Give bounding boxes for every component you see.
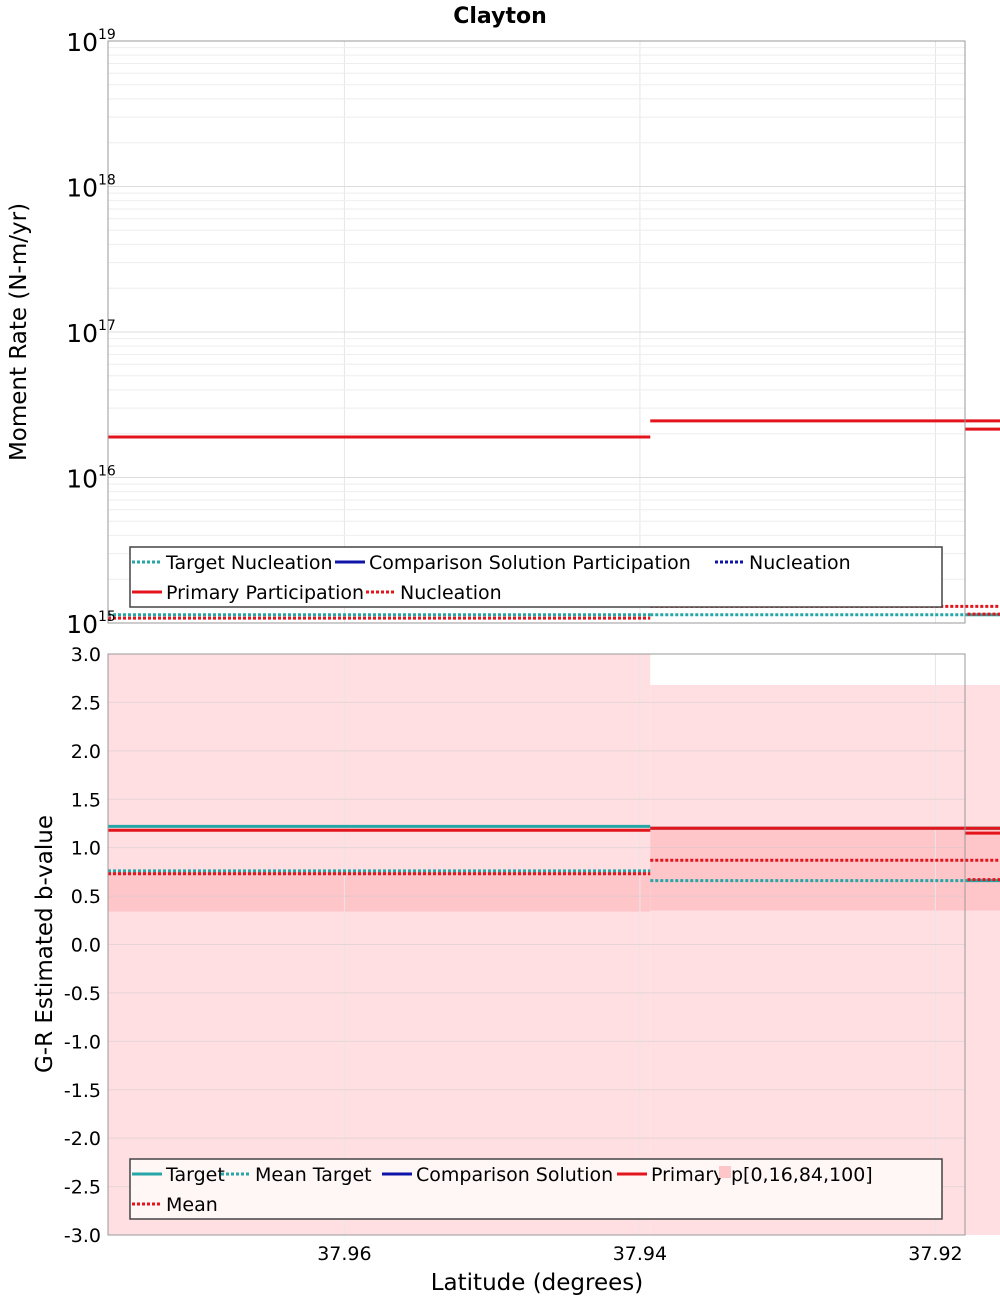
- y-tick-label: 0.5: [71, 886, 101, 908]
- y-tick-label: -0.5: [64, 983, 101, 1005]
- y-tick-label: 1.5: [71, 789, 101, 811]
- y-tick-label: -2.5: [64, 1177, 101, 1199]
- y-tick-label: 2.5: [71, 692, 101, 714]
- percentile-bands: [108, 654, 1000, 1235]
- y-tick-label: 1.0: [71, 838, 101, 860]
- percentile-band-outer: [108, 654, 651, 1235]
- percentile-band-inner: [650, 826, 1000, 911]
- legend-swatch: [719, 1166, 731, 1178]
- legend-box: [129, 1158, 943, 1220]
- y-tick-label: 3.0: [71, 644, 101, 666]
- legend-box: [129, 546, 943, 608]
- legend-label: p[0,16,84,100]: [731, 1164, 873, 1186]
- y-tick-label-base: 10: [66, 610, 98, 639]
- legend-label: Primary Participation: [166, 582, 364, 604]
- moment-rate-y-axis-label: Moment Rate (N-m/yr): [6, 203, 32, 461]
- b-value-plot-frame: [107, 653, 966, 1236]
- y-tick-label: 2.0: [71, 741, 101, 763]
- x-tick-label: 37.96: [317, 1243, 371, 1265]
- y-tick-label-exponent: 15: [98, 609, 116, 625]
- moment-rate-plot-frame: [107, 40, 966, 624]
- y-tick-label: 0.0: [71, 935, 101, 957]
- legend-label: Mean Target: [255, 1164, 372, 1186]
- legend-label: Nucleation: [400, 582, 502, 604]
- b-value-panel: 3.0 2.5 2.0 1.5 1.0 0.5 0.0 -0.5 -1.0 -1.5 -2.0 -2.…: [32, 644, 1000, 1296]
- legend-label: Mean: [166, 1194, 218, 1216]
- x-axis-label: Latitude (degrees): [431, 1270, 644, 1296]
- b-value-y-axis-label: G-R Estimated b-value: [32, 815, 58, 1073]
- legend-label: Nucleation: [749, 552, 851, 574]
- y-tick-label-exponent: 16: [98, 464, 116, 480]
- y-tick-label-base: 10: [66, 465, 98, 494]
- moment-rate-grid: [108, 41, 965, 624]
- legend-label: Target: [165, 1164, 225, 1186]
- x-tick-label: 37.92: [908, 1243, 962, 1265]
- y-tick-label-exponent: 19: [98, 27, 116, 43]
- y-tick-label: -1.5: [64, 1080, 101, 1102]
- y-tick-label-base: 10: [66, 174, 98, 203]
- y-tick-label-base: 10: [66, 319, 98, 348]
- y-tick-label: -3.0: [64, 1225, 101, 1247]
- y-tick-label: -1.0: [64, 1031, 101, 1053]
- percentile-band-outer: [650, 684, 1000, 1235]
- x-tick-label: 37.94: [613, 1243, 667, 1265]
- b-value-legend: Target Mean Target Comparison Solution Prim…: [129, 1158, 943, 1220]
- legend-label: Comparison Solution Participation: [369, 552, 691, 574]
- y-tick-label-exponent: 18: [98, 173, 116, 189]
- y-tick-label-exponent: 17: [98, 318, 116, 334]
- legend-label: Target Nucleation: [165, 552, 333, 574]
- b-value-series: [108, 824, 1000, 883]
- legend-label: Comparison Solution: [416, 1164, 613, 1186]
- y-tick-label-base: 10: [66, 28, 98, 57]
- percentile-band-inner: [108, 871, 651, 912]
- moment-rate-legend: Target Nucleation Comparison Solution Par…: [129, 546, 943, 608]
- legend-label: Primary: [651, 1164, 724, 1186]
- b-value-y-ticks: 3.0 2.5 2.0 1.5 1.0 0.5 0.0 -0.5 -1.0 -1.5 -2.0 -2.…: [64, 644, 101, 1247]
- y-tick-label: -2.0: [64, 1128, 101, 1150]
- chart-title: Clayton: [453, 4, 547, 29]
